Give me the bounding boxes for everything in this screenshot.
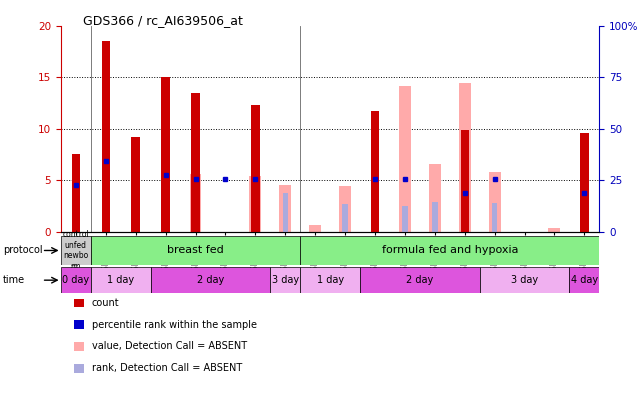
Bar [300,267,360,293]
Bar [342,204,348,232]
Bar [162,77,170,232]
Text: control
unfed
newbo
rm: control unfed newbo rm [62,230,89,270]
Bar [569,267,599,293]
Bar [429,164,441,232]
Text: 2 day: 2 day [197,275,224,285]
Bar [283,192,288,232]
Bar [370,111,379,232]
Bar [91,267,151,293]
Text: 1 day: 1 day [107,275,134,285]
Bar [460,130,469,232]
Text: breast fed: breast fed [167,246,224,255]
Text: formula fed and hypoxia: formula fed and hypoxia [381,246,518,255]
Bar [402,206,408,232]
Bar [101,41,110,232]
Text: 0 day: 0 day [62,275,89,285]
Bar [492,203,497,232]
Bar [61,236,91,265]
Bar [339,187,351,232]
Bar [151,267,271,293]
Bar [131,137,140,232]
Bar [479,267,569,293]
Text: 3 day: 3 day [511,275,538,285]
Bar [249,176,262,232]
Bar [459,84,470,232]
Bar [300,236,599,265]
Bar [251,105,260,232]
Text: protocol: protocol [3,246,43,255]
Text: rank, Detection Call = ABSENT: rank, Detection Call = ABSENT [92,363,242,373]
Bar [253,203,258,232]
Bar [399,86,411,232]
Bar [190,174,201,232]
Bar [279,185,291,232]
Text: 1 day: 1 day [317,275,344,285]
Text: percentile rank within the sample: percentile rank within the sample [92,320,256,330]
Bar [581,192,587,232]
Bar [549,228,560,232]
Bar [72,154,80,232]
Bar [432,202,438,232]
Text: GDS366 / rc_AI639506_at: GDS366 / rc_AI639506_at [83,14,243,27]
Text: count: count [92,298,119,308]
Bar [360,267,479,293]
Bar [309,225,321,232]
Text: value, Detection Call = ABSENT: value, Detection Call = ABSENT [92,341,247,352]
Bar [191,93,200,232]
Text: time: time [3,275,26,285]
Text: 4 day: 4 day [571,275,598,285]
Bar [91,236,300,265]
Text: 3 day: 3 day [272,275,299,285]
Bar [488,172,501,232]
Bar [193,203,198,232]
Bar [462,192,467,232]
Text: 2 day: 2 day [406,275,433,285]
Bar [580,133,588,232]
Bar [61,267,91,293]
Bar [271,267,300,293]
